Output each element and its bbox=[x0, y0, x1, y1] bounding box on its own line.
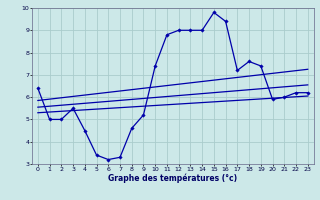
X-axis label: Graphe des températures (°c): Graphe des températures (°c) bbox=[108, 173, 237, 183]
